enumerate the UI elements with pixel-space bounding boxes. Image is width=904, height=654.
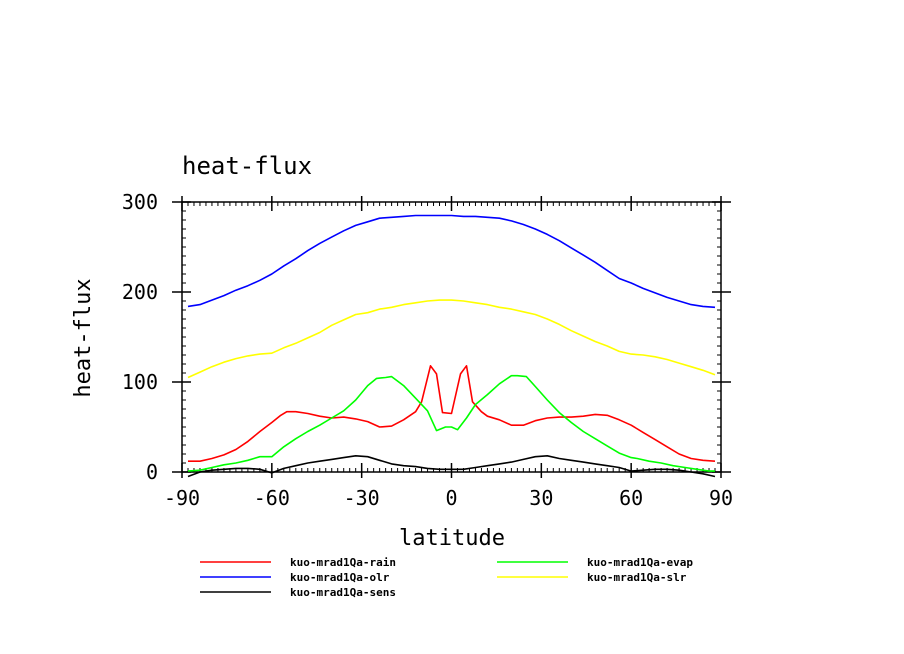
chart-legend: kuo-mrad1Qa-rain kuo-mrad1Qa-olr kuo-mrad1…: [200, 556, 693, 599]
series-lines: [187, 214, 716, 478]
series-line-kuo-mrad1Qa-slr: [187, 299, 716, 379]
x-tick-label: 90: [709, 486, 733, 510]
x-tick-label: -90: [164, 486, 200, 510]
x-tick-label: 30: [529, 486, 553, 510]
x-tick-label: 0: [445, 486, 457, 510]
series-line-kuo-mrad1Qa-olr: [187, 214, 716, 309]
y-tick-label: 0: [146, 460, 158, 484]
legend-label: kuo-mrad1Qa-sens: [290, 586, 396, 599]
legend-label: kuo-mrad1Qa-evap: [587, 556, 693, 569]
plot-axes: -90 -60 -30 0 30 60 90 0 100 200 300: [122, 190, 733, 510]
x-axis-label: latitude: [399, 526, 505, 551]
chart-title: heat-flux: [182, 152, 312, 180]
legend-label: kuo-mrad1Qa-slr: [587, 571, 687, 584]
legend-label: kuo-mrad1Qa-olr: [290, 571, 390, 584]
series-line-kuo-mrad1Qa-rain: [188, 364, 716, 463]
x-tick-label: -30: [344, 486, 380, 510]
x-tick-label: -60: [254, 486, 290, 510]
y-axis-label: heat-flux: [71, 278, 96, 397]
series-line-kuo-mrad1Qa-evap: [187, 374, 715, 472]
x-tick-label: 60: [619, 486, 643, 510]
y-tick-label: 300: [122, 190, 158, 214]
legend-label: kuo-mrad1Qa-rain: [290, 556, 396, 569]
y-tick-label: 100: [122, 370, 158, 394]
series-line-kuo-mrad1Qa-sens: [187, 454, 716, 478]
y-tick-label: 200: [122, 280, 158, 304]
